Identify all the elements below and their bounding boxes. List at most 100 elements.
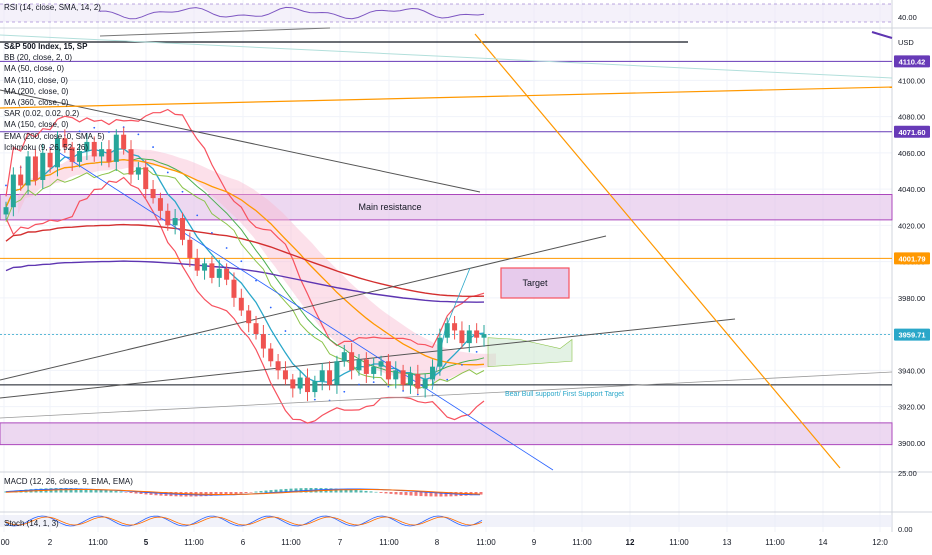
target-box [500,267,570,299]
macd-histogram-bar [94,489,98,493]
macd-histogram-bar [359,490,363,493]
macd-histogram-bar [349,489,353,493]
macd-histogram-bar [239,492,243,494]
legend-item[interactable]: MA (50, close, 0) [4,64,65,74]
rsi-trendline [99,27,331,37]
stoch-k [5,515,483,527]
sar-dot [461,363,463,366]
price-tag-bg [894,252,930,265]
candle-body [62,138,68,148]
rsi-edge-line [871,31,893,39]
candle-body [202,263,208,271]
candle-body [334,361,340,385]
resistance-zone [0,194,893,221]
grid [0,0,932,532]
sar-dot [343,390,346,393]
macd-histogram-bar [229,492,233,495]
candle-body [150,189,156,199]
macd-histogram-bar [134,492,138,494]
candle-body [216,268,222,278]
signal-line [5,489,481,495]
time-tick-label: 14 [819,538,828,547]
sar-dot [152,146,154,148]
macd-histogram-bar [374,491,378,493]
macd-histogram-bar [144,492,148,495]
candle-body [10,174,16,208]
legend-item[interactable]: MA (360, close, 0) [4,98,69,108]
macd-histogram-bar [409,492,413,496]
ema-200 [5,260,485,303]
time-tick-label: 11:00 [379,538,399,547]
macd-histogram-bar [479,492,483,495]
legend-item[interactable]: Ichimoku (9, 26, 52, 26) [4,142,89,152]
trendline-down [0,89,481,193]
macd-histogram-bar [449,492,453,497]
macd-histogram-bar [269,490,273,493]
macd-histogram-bar [424,492,428,497]
legend-item[interactable]: S&P 500 Index, 15, SP [4,42,88,51]
stoch-label: Stoch (14, 1, 3) [4,519,59,528]
macd-histogram-bar [404,492,408,496]
time-tick-label: 12:0 [872,538,888,547]
time-tick-label: :00 [0,538,10,547]
blue-diagonal [54,149,554,471]
macd-histogram-bar [254,491,258,493]
cloud-future [487,337,573,368]
sar-dot [402,389,405,392]
candle-body [172,218,178,226]
sar-dot [166,171,169,174]
macd-histogram-bar [279,489,283,493]
ichimoku-cloud [18,148,573,382]
legend-item[interactable]: BB (20, close, 2, 0) [4,53,73,63]
rsi-line [99,6,485,20]
lower-zone [0,422,893,446]
legend-item[interactable]: MA (200, close, 0) [4,86,69,96]
legend-item[interactable]: SAR (0.02, 0.02, 0.2) [4,109,80,119]
zones-layer: Main resistance [0,41,893,446]
sar-dot [5,184,7,187]
price-tick-label: 4020.00 [898,221,925,230]
indicator-legend: S&P 500 Index, 15, SP BB (20, close, 2, 0… [4,41,104,153]
rsi-label: RSI (14, close, SMA, 14, 2) [4,3,101,12]
price-tag-bg [894,55,930,68]
rsi-band [0,4,892,22]
price-tick-label: 3940.00 [898,366,925,375]
macd-histogram-bar [84,488,88,493]
candle-body [481,334,487,338]
trendline-up-long [0,235,607,381]
macd-histogram-bar [64,488,68,493]
legend-item[interactable]: MA (110, close, 0) [4,75,68,85]
candle-body [319,370,325,382]
macd-histogram-bar [104,490,108,493]
macd-histogram-bar [79,488,83,493]
macd-histogram-bar [394,492,398,495]
candle-body [268,348,274,362]
macd-axis-label: 25.00 [898,469,917,478]
stoch-axis-label: 0.00 [898,525,913,534]
candle-body [91,141,97,157]
candle-body [393,370,399,380]
macd-histogram-bar [294,488,298,493]
candles [3,127,487,402]
candle-body [407,373,413,385]
price-tick-label: 3920.00 [898,403,925,412]
candle-body [430,366,436,380]
macd-histogram-bar [119,491,123,493]
candle-body [77,151,83,162]
currency-label: USD [898,38,914,47]
macd-histogram-bar [354,489,358,493]
macd-histogram-bar [154,492,158,496]
candle-body [238,297,244,311]
candle-body [371,366,377,374]
legend-item[interactable]: EMA (200, close, 0, SMA, 5) [4,131,105,141]
time-tick-label: 13 [723,538,732,547]
candle-body [415,373,421,389]
macd-histogram-bar [219,492,223,496]
trendline-flat [0,371,893,419]
legend-item[interactable]: MA (150, close, 0) [4,120,69,130]
sar-dot [211,231,213,234]
candle-body [363,359,369,374]
candle-body [187,239,193,258]
